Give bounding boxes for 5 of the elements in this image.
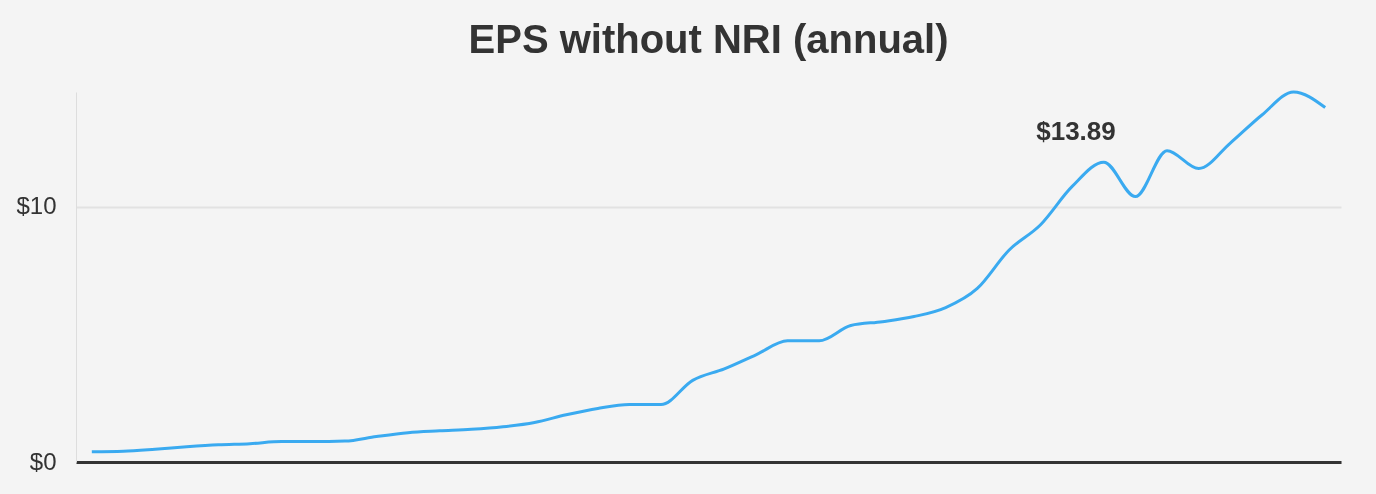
y-tick-label: $0: [29, 447, 57, 475]
line-series: [90, 90, 1327, 454]
y-tick-label: $10: [16, 192, 57, 220]
chart-title: EPS without NRI (annual): [468, 16, 949, 61]
annotation: $13.89: [1036, 116, 1116, 146]
